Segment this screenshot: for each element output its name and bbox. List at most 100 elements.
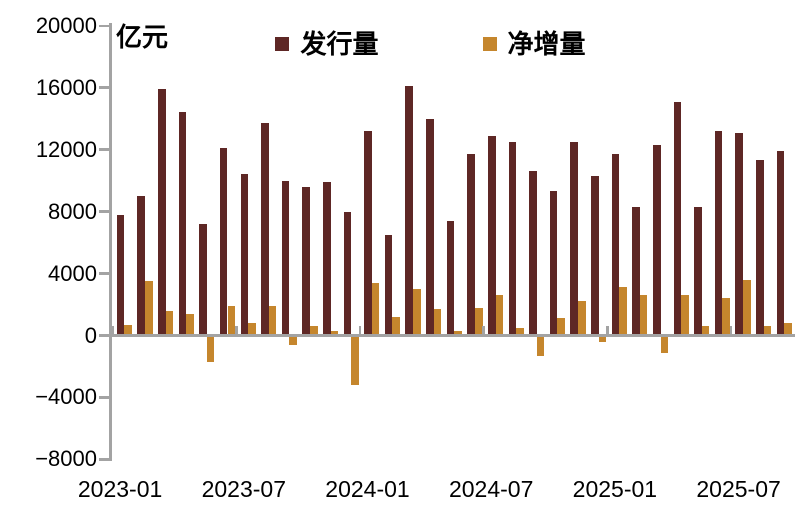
bar-net-increase xyxy=(330,330,339,336)
bar-issuance xyxy=(158,89,166,336)
y-axis-label: 12000 xyxy=(35,136,97,162)
bar-issuance xyxy=(137,196,145,336)
bar-issuance xyxy=(487,135,496,336)
y-axis-tick xyxy=(99,272,110,275)
bar-net-increase xyxy=(248,323,256,336)
x-axis-tick xyxy=(358,325,362,336)
bar-net-increase xyxy=(227,306,236,336)
bar-issuance xyxy=(632,206,640,336)
x-axis-label: 2023-07 xyxy=(201,476,286,502)
bar-net-increase xyxy=(186,313,194,336)
bar-net-increase xyxy=(495,295,504,336)
bar-issuance xyxy=(302,186,310,336)
bar-issuance xyxy=(240,174,249,336)
x-axis-tick xyxy=(235,325,238,336)
bar-issuance xyxy=(735,132,743,336)
bar-net-increase xyxy=(639,295,648,336)
x-axis-label: 2024-01 xyxy=(325,476,410,502)
y-axis-label: 20000 xyxy=(35,12,97,38)
x-axis-label: 2025-01 xyxy=(572,476,658,502)
bar-issuance xyxy=(323,182,331,336)
bar-issuance xyxy=(426,118,434,336)
bar-issuance xyxy=(281,180,290,336)
bar-issuance xyxy=(219,148,228,336)
y-axis-label: 4000 xyxy=(48,260,97,286)
y-axis-tick xyxy=(99,210,110,213)
bar-issuance xyxy=(343,211,352,336)
bar-issuance xyxy=(384,234,393,336)
y-axis-tick xyxy=(99,148,110,151)
x-axis-label: 2024-07 xyxy=(448,476,534,502)
bar-issuance xyxy=(714,131,723,336)
bar-issuance xyxy=(364,131,372,336)
bar-issuance xyxy=(467,154,475,336)
bar-net-increase xyxy=(413,289,421,336)
bar-issuance xyxy=(611,154,620,336)
bar-net-increase xyxy=(763,326,772,336)
issuance-swatch-icon xyxy=(275,37,290,51)
bar-net-increase xyxy=(619,287,627,336)
y-axis-tick xyxy=(99,24,110,27)
y-axis-unit-label: 亿元 xyxy=(116,22,169,52)
bar-net-increase xyxy=(701,326,710,336)
bar-net-increase xyxy=(371,282,380,336)
bar-issuance xyxy=(116,214,125,336)
bar-net-increase xyxy=(309,326,318,336)
y-axis-label: 0 xyxy=(84,322,97,348)
bar-issuance xyxy=(178,112,187,336)
bar-net-increase xyxy=(598,335,607,342)
bar-net-increase xyxy=(660,335,669,353)
bar-net-increase xyxy=(578,301,586,336)
legend-label-issuance: 发行量 xyxy=(300,29,379,59)
y-axis-line xyxy=(108,23,112,461)
bar-issuance xyxy=(591,175,599,336)
bar-net-increase xyxy=(743,279,751,336)
bar-net-increase xyxy=(681,295,689,336)
bar-issuance xyxy=(529,171,537,336)
x-axis-tick xyxy=(729,325,733,336)
legend-label-net-increase: 净增量 xyxy=(507,29,586,59)
bar-net-increase xyxy=(433,309,442,336)
bar-net-increase xyxy=(784,323,792,336)
bar-issuance xyxy=(776,151,785,336)
bar-net-increase xyxy=(289,335,297,345)
y-axis-label: 8000 xyxy=(48,198,97,224)
x-axis-zero-line xyxy=(108,334,795,337)
bar-issuance xyxy=(756,160,764,336)
legend-item-net-increase: 净增量 xyxy=(482,29,586,59)
x-axis-label: 2023-01 xyxy=(77,476,163,502)
bar-issuance xyxy=(405,86,414,336)
bar-net-increase xyxy=(124,324,132,336)
bar-net-increase xyxy=(516,327,524,336)
bar-net-increase xyxy=(268,306,277,336)
net-increase-swatch-icon xyxy=(482,37,497,51)
bar-net-increase xyxy=(145,281,153,336)
y-axis-label: −8000 xyxy=(35,446,97,472)
bar-net-increase xyxy=(206,335,215,362)
bar-issuance xyxy=(508,141,517,336)
y-axis-tick xyxy=(99,396,110,399)
y-axis-tick xyxy=(99,458,110,461)
bar-issuance xyxy=(694,206,702,336)
bar-net-increase xyxy=(474,307,483,336)
x-axis-label: 2025-07 xyxy=(696,476,781,502)
y-axis-label: −4000 xyxy=(35,384,97,410)
y-axis-tick xyxy=(99,86,110,89)
bar-issuance xyxy=(199,223,207,336)
bar-net-increase xyxy=(454,330,462,336)
bar-net-increase xyxy=(536,335,545,356)
bar-issuance xyxy=(446,220,455,336)
bar-net-increase xyxy=(392,316,401,336)
x-axis-tick xyxy=(111,325,114,336)
bar-issuance xyxy=(652,145,661,336)
bar-issuance xyxy=(261,123,269,336)
bar-issuance xyxy=(549,191,558,336)
chart-legend: 发行量 净增量 xyxy=(26,30,809,58)
bar-net-increase xyxy=(557,318,565,336)
legend-item-issuance: 发行量 xyxy=(275,29,379,59)
bar-net-increase xyxy=(722,298,730,336)
bar-issuance xyxy=(673,101,682,336)
bar-issuance xyxy=(570,141,579,336)
